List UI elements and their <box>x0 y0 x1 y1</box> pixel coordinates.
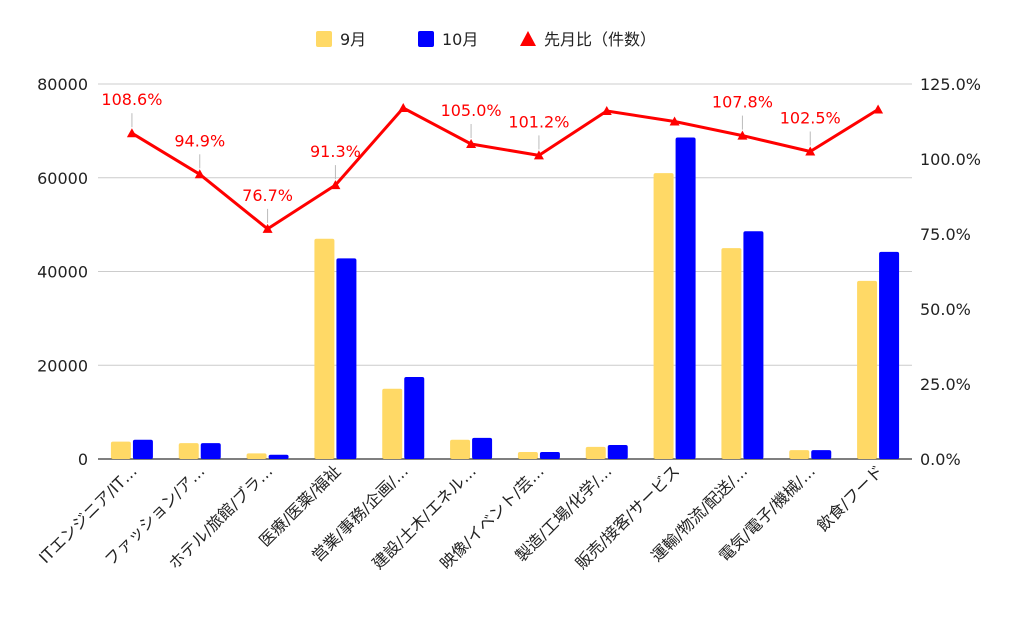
left-tick-label-4: 80000 <box>37 75 88 94</box>
right-tick-label-0: 0.0% <box>920 450 961 469</box>
ratio-point-7 <box>601 106 612 115</box>
ratio-point-5 <box>466 139 477 148</box>
ratio-line <box>131 106 879 231</box>
ratio-label-10: 102.5% <box>780 109 841 128</box>
bar-sep-4 <box>382 388 403 459</box>
legend-marker-2 <box>520 31 536 46</box>
bar-sep-6 <box>517 451 538 459</box>
ratio-label-3: 91.3% <box>310 142 361 161</box>
left-y-axis: 0 20000 40000 60000 80000 <box>37 75 88 469</box>
left-tick-label-3: 60000 <box>37 169 88 188</box>
bar-oct-7 <box>607 444 628 459</box>
ratio-label-2: 76.7% <box>242 186 293 205</box>
bar-sep-5 <box>450 439 471 459</box>
right-tick-label-3: 75.0% <box>920 225 971 244</box>
ratio-label-5: 105.0% <box>441 101 502 120</box>
ratio-label-1: 94.9% <box>174 131 225 150</box>
bar-oct-4 <box>404 376 425 459</box>
ratio-label-0: 108.6% <box>101 90 162 109</box>
ratio-label-9: 107.8% <box>712 93 773 112</box>
right-tick-label-4: 100.0% <box>920 150 981 169</box>
ratio-point-2 <box>262 223 273 233</box>
legend-label-0: 9月 <box>340 30 366 49</box>
bar-sep-2 <box>246 453 267 459</box>
right-tick-label-1: 25.0% <box>920 375 971 394</box>
bar-oct-8 <box>675 137 696 459</box>
grid-lines <box>98 83 912 460</box>
bar-sep-1 <box>178 443 199 459</box>
bar-oct-11 <box>879 251 900 459</box>
ratio-point-11 <box>873 104 884 114</box>
bar-sep-0 <box>110 441 131 459</box>
x-axis-categories: ITエンジニア/IT…ファッション/ア…ホテル/旅館/ブラ…医療/医薬/福祉営業… <box>35 461 887 573</box>
legend-swatch-1 <box>418 31 434 47</box>
bar-sep-11 <box>857 280 878 459</box>
left-tick-label-0: 0 <box>78 450 88 469</box>
bar-oct-6 <box>539 451 560 459</box>
ratio-point-1 <box>194 169 205 179</box>
ratio-point-10 <box>805 146 816 156</box>
bar-oct-3 <box>336 258 357 459</box>
chart-legend: 9月 10月 先月比（件数） <box>316 30 656 49</box>
category-label-11: 飲食/フード <box>813 461 887 535</box>
legend-label-1: 10月 <box>442 30 478 49</box>
bar-oct-10 <box>811 450 832 459</box>
bar-sep-8 <box>653 173 674 459</box>
ratio-point-6 <box>533 150 544 160</box>
ratio-point-4 <box>398 103 409 112</box>
left-tick-label-1: 20000 <box>37 356 88 375</box>
bar-sep-9 <box>721 248 742 459</box>
bar-oct-5 <box>472 437 493 459</box>
right-y-axis: 0.0% 25.0% 50.0% 75.0% 100.0% 125.0% <box>920 75 981 469</box>
bar-sep-3 <box>314 238 335 459</box>
ratio-point-0 <box>126 128 137 138</box>
bar-oct-2 <box>268 454 289 459</box>
ratio-line-series: 108.6% 94.9% 76.7% 91.3% 105.0% 101.2% 107.8% 1… <box>101 90 884 233</box>
bar-sep-10 <box>789 450 810 459</box>
ratio-label-6: 101.2% <box>508 112 569 131</box>
bar-series <box>110 137 900 459</box>
right-tick-label-2: 50.0% <box>920 300 971 319</box>
right-tick-label-5: 125.0% <box>920 75 981 94</box>
ratio-point-3 <box>330 180 341 190</box>
bar-oct-9 <box>743 231 764 459</box>
legend-label-2: 先月比（件数） <box>544 30 656 49</box>
bar-sep-7 <box>585 446 606 459</box>
left-tick-label-2: 40000 <box>37 263 88 282</box>
ratio-point-8 <box>669 116 680 126</box>
ratio-point-9 <box>737 130 748 140</box>
bar-oct-0 <box>132 439 153 459</box>
legend-swatch-0 <box>316 31 332 47</box>
bar-oct-1 <box>200 443 221 459</box>
